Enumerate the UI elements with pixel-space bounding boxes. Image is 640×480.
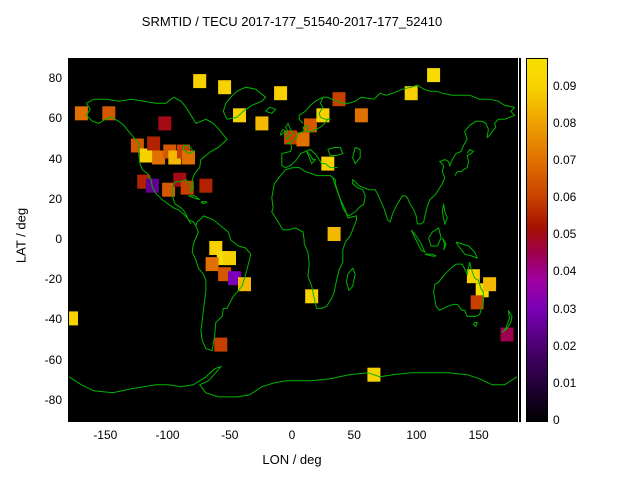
- plot-title: SRMTID / TECU 2017-177_51540-2017-177_52…: [141, 14, 443, 29]
- coastline: [472, 322, 478, 328]
- heatmap-cell: [296, 132, 310, 147]
- y-tick-label: 80: [48, 71, 62, 86]
- coastline: [441, 203, 448, 226]
- y-tick-label: 20: [48, 191, 62, 206]
- coastline: [281, 118, 331, 166]
- coastline: [265, 106, 277, 114]
- coastline: [501, 310, 513, 333]
- heatmap-cell: [69, 311, 78, 326]
- coastline: [86, 96, 228, 227]
- y-tick-label: -60: [44, 352, 62, 367]
- x-axis-label: LON / deg: [262, 452, 322, 467]
- coastline: [332, 106, 516, 225]
- heatmap-cell: [152, 150, 166, 165]
- coastline: [191, 215, 252, 352]
- coastline: [352, 147, 361, 165]
- coastline: [222, 86, 267, 120]
- coastline: [281, 148, 338, 169]
- heatmap-cell: [74, 106, 88, 121]
- y-tick-label: -40: [44, 312, 62, 327]
- y-tick-label: 60: [48, 111, 62, 126]
- heatmap-cell: [483, 277, 497, 292]
- colorbar-tick-label: 0.06: [553, 190, 577, 205]
- colorbar-tick-label: 0: [553, 413, 560, 427]
- colorbar-tick-label: 0.01: [553, 375, 577, 390]
- coastline: [298, 96, 332, 124]
- colorbar-tick-label: 0.08: [553, 115, 577, 130]
- heatmap-cell: [327, 227, 341, 241]
- heatmap-cell: [255, 116, 269, 131]
- heatmap-cell: [470, 295, 484, 310]
- heatmap-cell: [332, 92, 346, 107]
- heatmap-cell: [218, 267, 232, 282]
- colorbar-tick-label: 0.04: [553, 264, 577, 279]
- heatmap-cell: [305, 289, 319, 304]
- heatmap-cell: [500, 327, 514, 342]
- y-tick-label: -80: [44, 392, 62, 407]
- coastline: [331, 84, 515, 108]
- heatmap-cell: [218, 80, 232, 95]
- coastline: [280, 128, 287, 136]
- y-tick-label: -20: [44, 272, 62, 287]
- coastline: [69, 365, 517, 398]
- heatmap-cell: [214, 337, 228, 352]
- heatmap-cell: [427, 68, 441, 83]
- colorbar-tick-label: 0.02: [553, 338, 577, 353]
- heatmap-cell: [354, 108, 368, 123]
- y-tick-label: 0: [55, 232, 62, 246]
- colorbar-tick-label: 0.03: [553, 301, 577, 316]
- heatmap-cell: [193, 74, 207, 89]
- x-tick-label: 50: [347, 428, 361, 442]
- plot-right-border: [519, 58, 521, 422]
- heatmap-cell: [102, 106, 116, 121]
- colorbar: [526, 58, 548, 422]
- coastline: [183, 145, 195, 155]
- colorbar-tick-label: 0.05: [553, 227, 577, 242]
- x-tick-label: 0: [288, 428, 296, 442]
- coastline: [284, 122, 294, 140]
- coastline: [85, 102, 192, 225]
- x-tick-label: -150: [93, 428, 118, 442]
- colorbar-tick-label: 0.07: [553, 153, 577, 168]
- coastline: [188, 195, 201, 201]
- heatmap-cell: [180, 180, 194, 195]
- coastline: [428, 227, 442, 247]
- heatmap-cell: [139, 148, 153, 163]
- coastline: [306, 151, 317, 165]
- world-heatmap: [69, 68, 517, 398]
- coastline: [327, 147, 344, 156]
- heatmap-cell: [147, 136, 161, 151]
- heatmap-cell: [466, 269, 480, 284]
- y-tick-label: 40: [48, 151, 62, 166]
- heatmap-cell: [404, 86, 418, 101]
- heatmap-cell: [228, 271, 241, 286]
- coastline: [200, 201, 208, 205]
- x-tick-label: -100: [155, 428, 180, 442]
- heatmap-cell: [284, 130, 297, 145]
- colorbar-tick-label: 0.09: [553, 78, 577, 93]
- coastline: [454, 148, 475, 176]
- heatmap-cell: [223, 251, 236, 266]
- coastline: [424, 253, 437, 257]
- heatmap-cell: [158, 116, 172, 131]
- coastline: [441, 237, 447, 251]
- map-plot: [68, 58, 518, 422]
- coastline: [318, 97, 331, 120]
- heatmap-cell: [274, 86, 288, 101]
- coastline: [271, 167, 357, 309]
- coastline: [433, 261, 484, 317]
- x-tick-label: 100: [406, 428, 427, 442]
- x-tick-label: 150: [468, 428, 489, 442]
- coastline: [345, 267, 356, 292]
- heatmap-cell: [205, 257, 219, 272]
- heatmap-cell: [182, 150, 195, 165]
- coastline: [410, 229, 426, 254]
- x-tick-label: -50: [221, 428, 239, 442]
- coastline: [455, 241, 479, 260]
- heatmap-cell: [199, 178, 213, 193]
